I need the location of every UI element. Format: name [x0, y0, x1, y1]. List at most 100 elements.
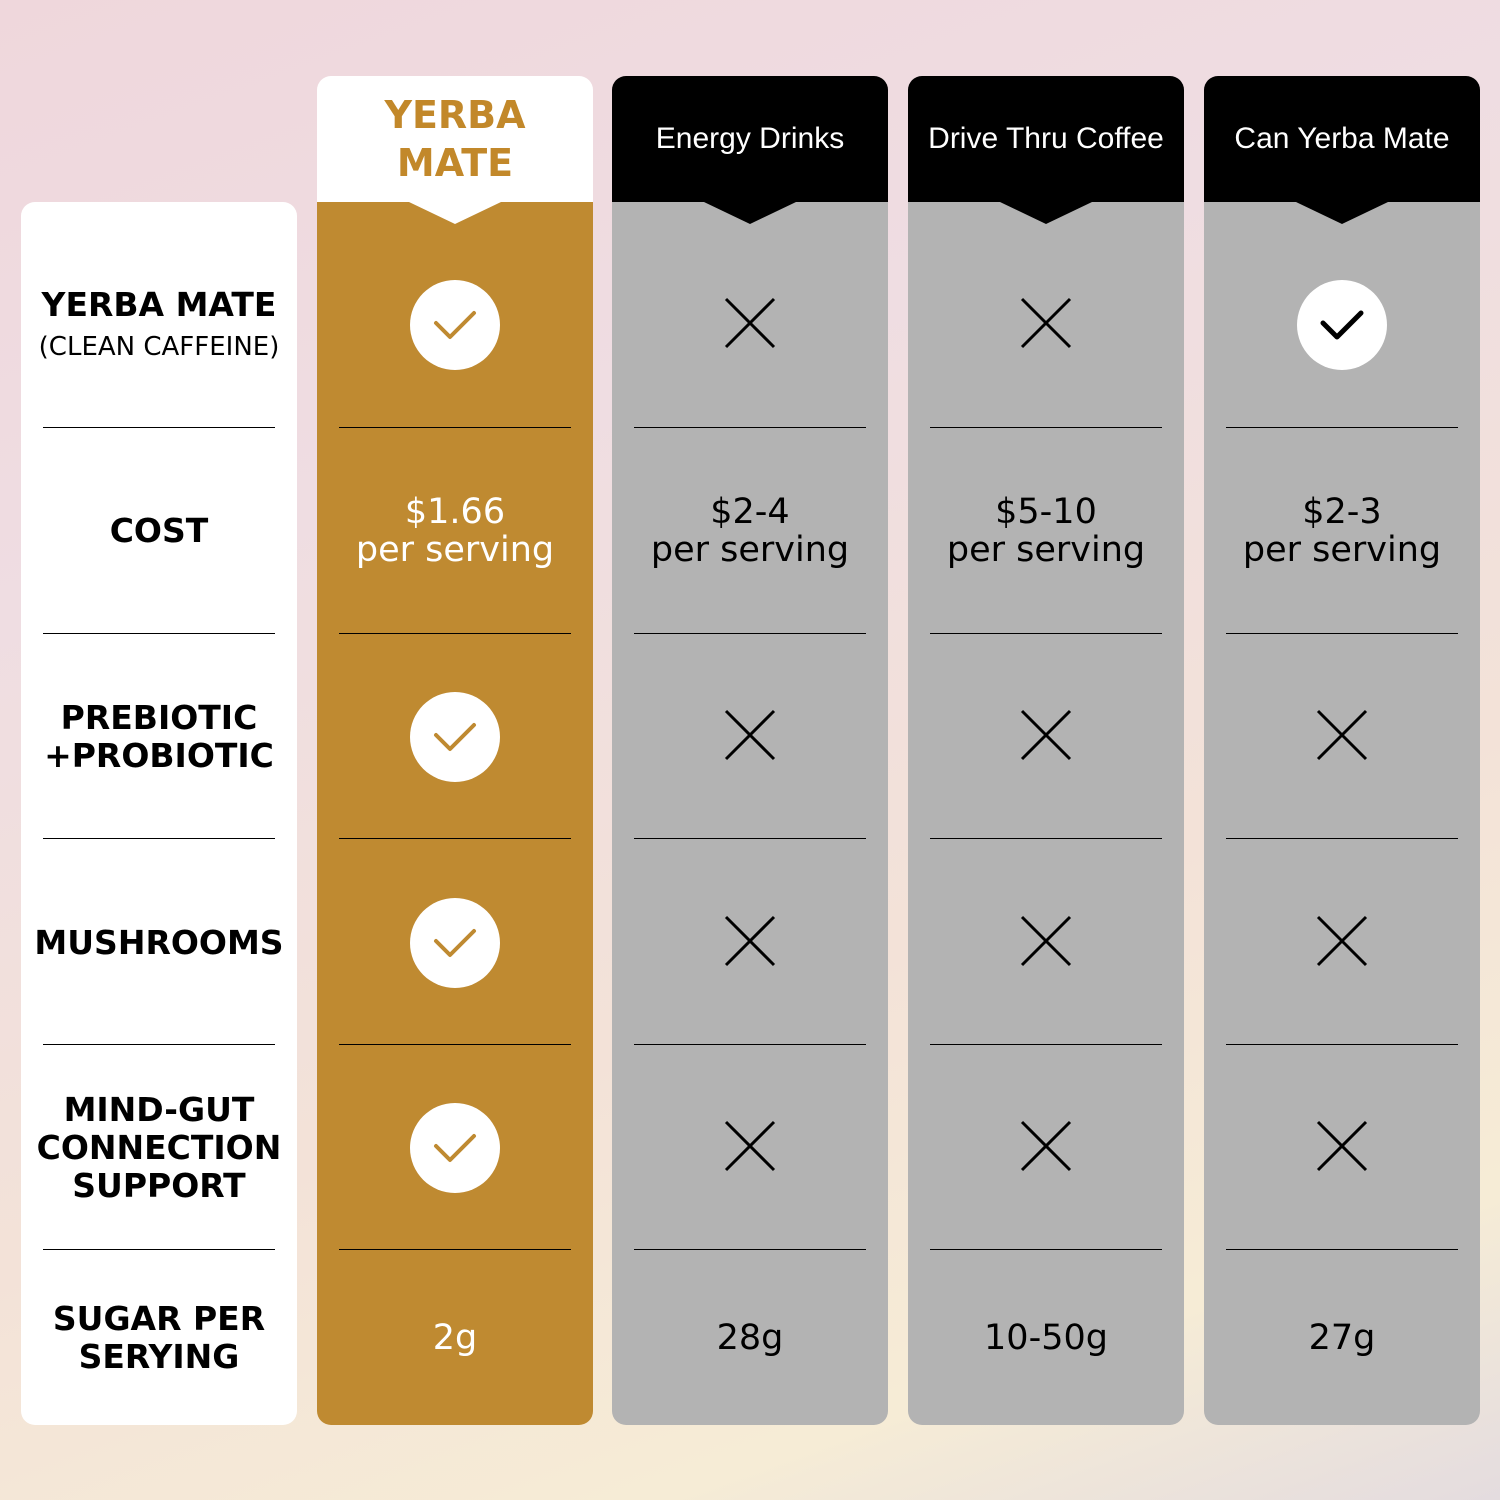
- row-label: YERBA MATE (CLEAN CAFFEINE): [21, 222, 297, 427]
- x-icon: [1315, 1119, 1369, 1177]
- row-label-main: PREBIOTIC +PROBIOTIC: [44, 697, 274, 775]
- column-header: Energy Drinks: [612, 76, 888, 202]
- row-divider: [1226, 1249, 1458, 1250]
- row-divider: [1226, 838, 1458, 839]
- table-cell: [612, 840, 888, 1045]
- row-divider: [930, 838, 1162, 839]
- row-divider: [43, 838, 275, 839]
- row-label-main: YERBA MATE: [41, 284, 277, 324]
- row-divider: [930, 1249, 1162, 1250]
- column-header: Drive Thru Coffee: [908, 76, 1184, 202]
- row-divider: [930, 633, 1162, 634]
- row-label-main: SUGAR PER SERYING: [52, 1298, 266, 1376]
- column-header-label: Drive Thru Coffee: [928, 122, 1164, 155]
- x-icon: [1019, 296, 1073, 354]
- cell-value: $2-3 per serving: [1242, 491, 1442, 570]
- row-label: COST: [21, 428, 297, 633]
- table-cell: [908, 840, 1184, 1045]
- check-icon: [410, 1102, 500, 1193]
- check-icon: [410, 279, 500, 370]
- row-label: MUSHROOMS: [21, 840, 297, 1045]
- table-cell: [317, 1045, 593, 1250]
- row-divider: [43, 1044, 275, 1045]
- x-icon: [723, 1119, 777, 1177]
- column-header-label: YERBA MATE: [384, 93, 526, 185]
- column-2: [908, 202, 1184, 1425]
- row-divider: [43, 633, 275, 634]
- cell-value: $1.66 per serving: [355, 491, 555, 570]
- row-label-text: MUSHROOMS: [34, 922, 284, 962]
- table-cell: [612, 634, 888, 839]
- check-icon: [1297, 279, 1387, 370]
- x-icon: [1019, 708, 1073, 766]
- table-cell: [908, 222, 1184, 427]
- table-cell: [1204, 1045, 1480, 1250]
- table-cell: [908, 1045, 1184, 1250]
- row-label-main: COST: [109, 510, 209, 550]
- row-label: MIND-GUT CONNECTION SUPPORT: [21, 1045, 297, 1250]
- table-cell: $2-4 per serving: [612, 428, 888, 633]
- x-icon: [723, 708, 777, 766]
- feature-labels-column: [21, 202, 297, 1425]
- row-label-text: SUGAR PER SERYING: [52, 1298, 266, 1376]
- table-cell: [612, 1045, 888, 1250]
- row-divider: [930, 427, 1162, 428]
- row-divider: [1226, 1044, 1458, 1045]
- x-icon: [1315, 708, 1369, 766]
- table-cell: [612, 222, 888, 427]
- x-icon: [723, 296, 777, 354]
- row-divider: [339, 633, 571, 634]
- row-divider: [43, 1249, 275, 1250]
- cell-value: 27g: [1308, 1317, 1376, 1358]
- row-divider: [634, 633, 866, 634]
- table-cell: [1204, 840, 1480, 1045]
- x-icon: [1019, 914, 1073, 972]
- row-label: SUGAR PER SERYING: [21, 1250, 297, 1425]
- table-cell: [317, 222, 593, 427]
- row-divider: [339, 1044, 571, 1045]
- table-cell: [317, 840, 593, 1045]
- x-icon: [723, 914, 777, 972]
- row-divider: [634, 427, 866, 428]
- row-label-text: MIND-GUT CONNECTION SUPPORT: [36, 1089, 282, 1205]
- row-divider: [1226, 427, 1458, 428]
- row-label-main: MIND-GUT CONNECTION SUPPORT: [36, 1089, 282, 1205]
- table-cell: 28g: [612, 1250, 888, 1425]
- column-0: [317, 202, 593, 1425]
- row-divider: [634, 1249, 866, 1250]
- row-label: PREBIOTIC +PROBIOTIC: [21, 634, 297, 839]
- row-divider: [339, 427, 571, 428]
- column-header-label: Can Yerba Mate: [1234, 122, 1450, 155]
- row-label-text: PREBIOTIC +PROBIOTIC: [44, 697, 274, 775]
- x-icon: [1019, 1119, 1073, 1177]
- row-label-main: MUSHROOMS: [34, 922, 284, 962]
- header-pointer: [1296, 202, 1388, 224]
- table-cell: [1204, 222, 1480, 427]
- row-divider: [339, 838, 571, 839]
- row-sublabel: (CLEAN CAFFEINE): [38, 331, 280, 362]
- cell-value: 28g: [716, 1317, 784, 1358]
- table-cell: 10-50g: [908, 1250, 1184, 1425]
- row-label-text: YERBA MATE (CLEAN CAFFEINE): [38, 284, 280, 364]
- row-divider: [634, 838, 866, 839]
- cell-value: 2g: [432, 1317, 478, 1358]
- x-icon: [1315, 914, 1369, 972]
- cell-value: $2-4 per serving: [650, 491, 850, 570]
- table-cell: [908, 634, 1184, 839]
- check-icon: [410, 691, 500, 782]
- cell-value: 10-50g: [984, 1317, 1108, 1358]
- table-cell: 27g: [1204, 1250, 1480, 1425]
- column-header-label: Energy Drinks: [655, 122, 845, 155]
- row-divider: [930, 1044, 1162, 1045]
- row-label-text: COST: [109, 510, 209, 550]
- table-cell: $5-10 per serving: [908, 428, 1184, 633]
- column-3: [1204, 202, 1480, 1425]
- header-pointer: [704, 202, 796, 224]
- check-icon: [410, 897, 500, 988]
- table-cell: $2-3 per serving: [1204, 428, 1480, 633]
- row-divider: [1226, 633, 1458, 634]
- column-header: YERBA MATE: [317, 76, 593, 202]
- header-pointer: [1000, 202, 1092, 224]
- row-divider: [43, 427, 275, 428]
- row-divider: [339, 1249, 571, 1250]
